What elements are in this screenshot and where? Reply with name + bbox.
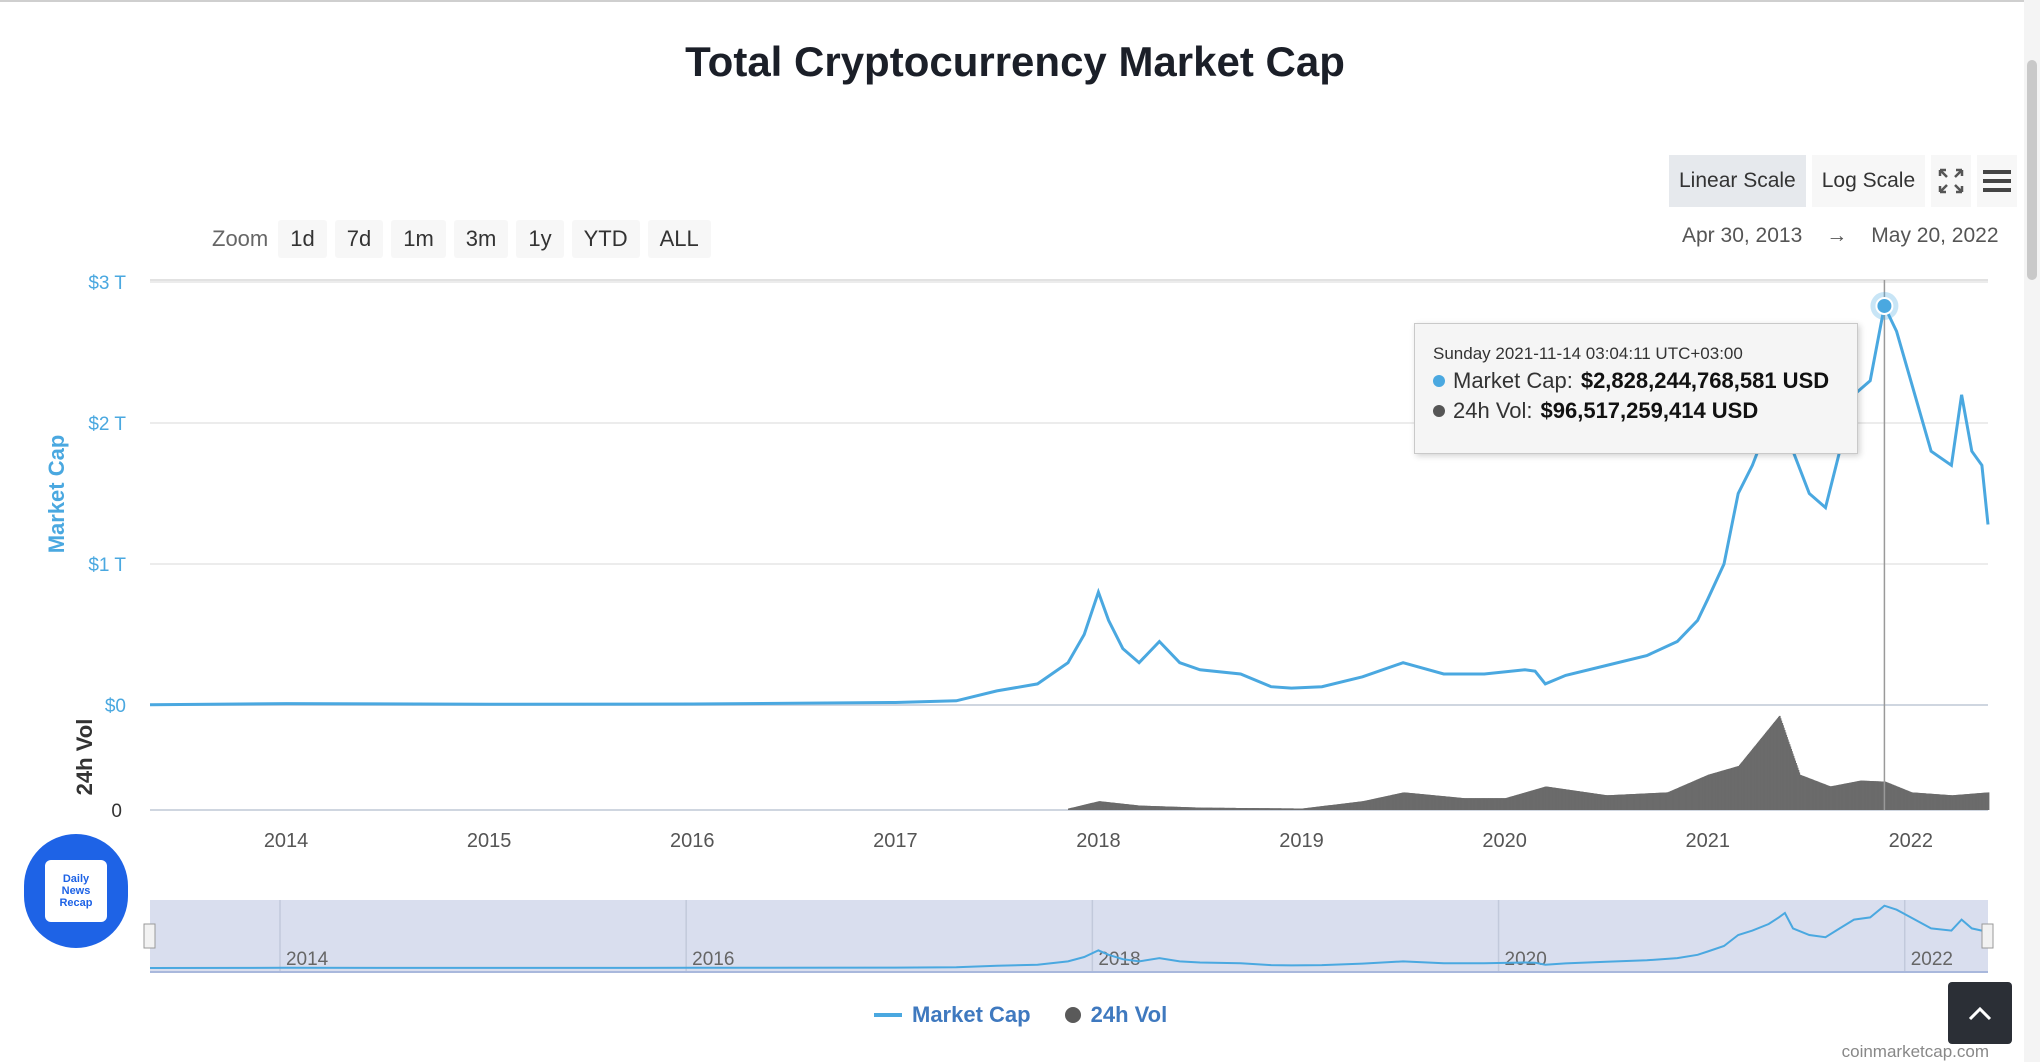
navigator-series-line <box>149 904 1989 969</box>
zoom-ytd-button[interactable]: YTD <box>571 220 640 258</box>
zoom-all-button[interactable]: ALL <box>647 220 711 258</box>
chart-title: Total Cryptocurrency Market Cap <box>685 38 1345 85</box>
x-tick-label: 2014 <box>264 830 309 852</box>
navigator-tick-label: 2014 <box>286 949 329 970</box>
back-to-top-button[interactable] <box>1948 982 2012 1044</box>
chart-tooltip: Sunday 2021-11-14 03:04:11 UTC+03:00 Mar… <box>1414 323 1858 454</box>
volume-tick-label: 0 <box>111 801 122 822</box>
scrollbar-thumb[interactable] <box>2027 60 2037 280</box>
tooltip-vol-value: $96,517,259,414 USD <box>1540 398 1759 423</box>
x-tick-label: 2020 <box>1482 830 1527 852</box>
y-tick-label: $1 T <box>88 555 126 576</box>
y-tick-label: $3 T <box>88 273 126 294</box>
zoom-1y-button[interactable]: 1y <box>516 220 564 258</box>
zoom-1d-button[interactable]: 1d <box>278 220 327 258</box>
x-tick-label: 2016 <box>670 830 715 852</box>
page-scrollbar[interactable] <box>2024 0 2040 1062</box>
tooltip-vol-row: 24h Vol: $96,517,259,414 USD <box>1433 398 1839 424</box>
y-tick-label: $0 <box>105 696 126 717</box>
navigator-handle-right[interactable] <box>1981 923 1994 949</box>
zoom-label: Zoom <box>212 226 269 251</box>
top-border <box>0 0 2040 2</box>
x-tick-label: 2015 <box>467 830 512 852</box>
navigator-handle-left[interactable] <box>143 923 156 949</box>
navigator-window[interactable] <box>150 900 1988 972</box>
volume-axis-label: 24h Vol <box>72 719 97 796</box>
x-tick-label: 2018 <box>1076 830 1121 852</box>
navigator-tick-label: 2020 <box>1505 949 1547 970</box>
tooltip-date: Sunday 2021-11-14 03:04:11 UTC+03:00 <box>1433 344 1743 363</box>
x-tick-label: 2022 <box>1889 830 1934 852</box>
fullscreen-icon[interactable] <box>1931 155 1972 207</box>
tooltip-market-cap-row: Market Cap: $2,828,244,768,581 USD <box>1433 368 1839 394</box>
zoom-7d-button[interactable]: 7d <box>334 220 384 258</box>
scale-toolbar: Linear Scale Log Scale <box>1669 155 2018 207</box>
log-scale-button[interactable]: Log Scale <box>1811 155 1926 207</box>
range-from[interactable]: Apr 30, 2013 <box>1682 224 1803 247</box>
y-tick-label: $2 T <box>88 414 126 435</box>
x-tick-label: 2019 <box>1279 830 1324 852</box>
x-tick-label: 2017 <box>873 830 918 852</box>
legend-line-icon <box>874 1013 902 1017</box>
zoom-3m-button[interactable]: 3m <box>453 220 509 258</box>
legend-market-cap[interactable]: Market Cap <box>874 1002 1031 1028</box>
zoom-selector: Zoom 1d 7d 1m 3m 1y YTD ALL <box>212 220 711 258</box>
vol-dot-icon <box>1433 405 1445 417</box>
legend-market-cap-label: Market Cap <box>912 1002 1031 1027</box>
x-tick-label: 2021 <box>1685 830 1730 852</box>
legend-24h-vol[interactable]: 24h Vol <box>1064 1002 1168 1028</box>
tooltip-vol-label: 24h Vol: <box>1453 398 1533 423</box>
date-range: Apr 30, 2013 → May 20, 2022 <box>1682 224 1999 248</box>
legend-dot-icon <box>1064 1007 1081 1023</box>
navigator-tick-label: 2022 <box>1911 949 1953 970</box>
hamburger-menu-icon[interactable] <box>1977 155 2018 207</box>
tooltip-market-cap-value: $2,828,244,768,581 USD <box>1580 368 1830 393</box>
film-icon: Daily News Recap <box>45 860 107 922</box>
range-to[interactable]: May 20, 2022 <box>1871 224 1999 247</box>
legend-vol-label: 24h Vol <box>1090 1002 1168 1027</box>
zoom-1m-button[interactable]: 1m <box>391 220 446 258</box>
logo-text: Daily News Recap <box>59 873 93 909</box>
y-axis-label: Market Cap <box>44 435 69 554</box>
source-credit[interactable]: coinmarketcap.com <box>1841 1042 1989 1061</box>
navigator-tick-label: 2016 <box>692 949 734 970</box>
market-cap-dot-icon <box>1433 375 1445 387</box>
volume-bar <box>1987 792 1990 810</box>
daily-news-recap-logo[interactable]: Daily News Recap <box>24 834 128 948</box>
chevron-up-icon <box>1968 1006 1992 1021</box>
hover-marker <box>1875 296 1894 315</box>
chart-legend: Market Cap 24h Vol <box>874 1002 1167 1028</box>
navigator[interactable]: 2014 2016 2018 2020 2022 <box>143 900 1994 973</box>
linear-scale-button[interactable]: Linear Scale <box>1669 155 1806 207</box>
range-arrow: → <box>1826 224 1848 247</box>
market-cap-series-line <box>149 301 1990 707</box>
tooltip-market-cap-label: Market Cap: <box>1453 368 1573 393</box>
